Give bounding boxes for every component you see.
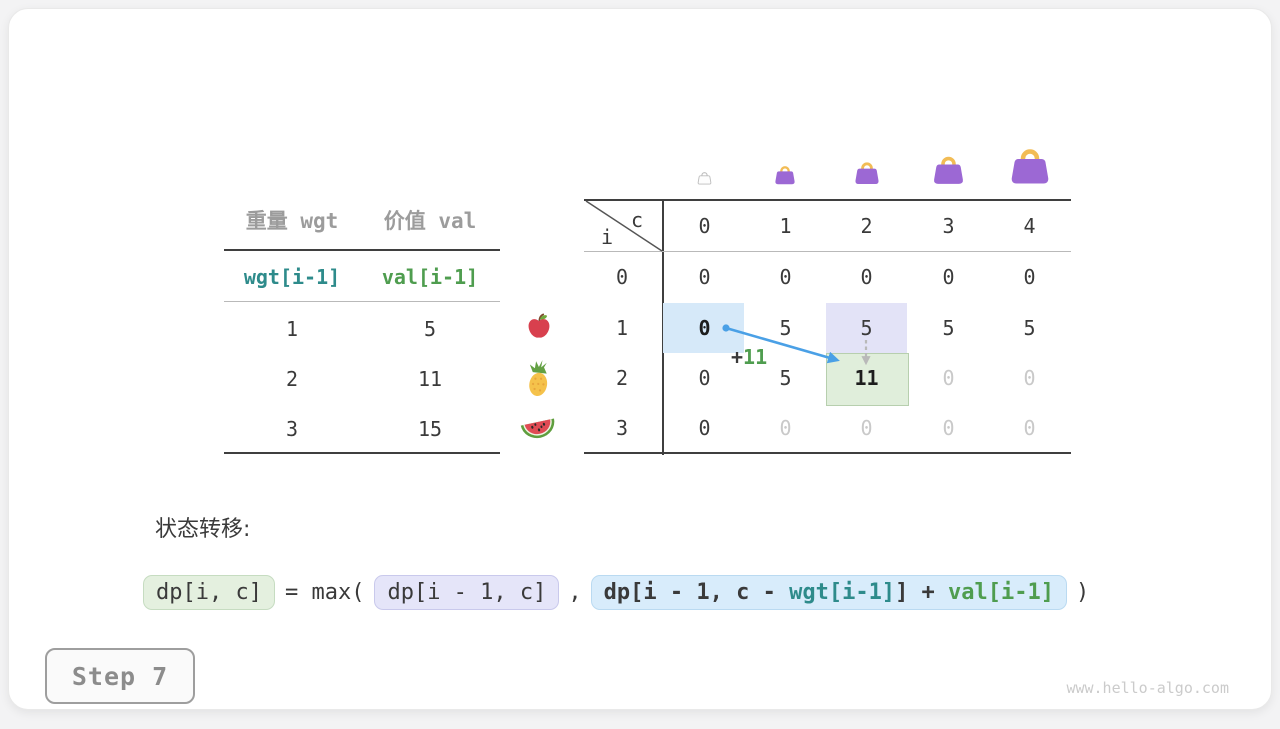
take-branch-prefix: dp[i - 1, c - xyxy=(603,579,790,605)
take-branch-val-term: val[i-1] xyxy=(948,579,1055,605)
dp-row-label-1: 1 xyxy=(615,316,629,340)
dp-cell-pending: 0 xyxy=(1023,366,1036,390)
item-wgt-1: 1 xyxy=(285,317,299,341)
transition-title: 状态转移: xyxy=(155,517,251,542)
dp-cell: 5 xyxy=(779,316,792,340)
item-table-header-weight: 重量 wgt xyxy=(245,209,339,233)
dp-table-bottom-rule xyxy=(584,452,1071,454)
bag-icon-medium xyxy=(854,161,880,185)
dp-cell: 0 xyxy=(698,366,711,390)
dp-cell: 5 xyxy=(1023,316,1036,340)
dp-cell-pending: 0 xyxy=(860,416,873,440)
dp-cell-pending: 0 xyxy=(1023,416,1036,440)
bag-icon-large xyxy=(932,155,965,185)
take-branch-middle: ] + xyxy=(895,579,949,605)
dp-cell-pending: 0 xyxy=(942,366,955,390)
item-val-1: 5 xyxy=(423,317,437,341)
item-wgt-2: 2 xyxy=(285,367,299,391)
bag-outline-icon xyxy=(697,171,712,185)
step-badge: Step 7 xyxy=(45,648,195,704)
apple-icon xyxy=(524,312,554,342)
figure-card: 重量 wgt 价值 val wgt[i-1] val[i-1] 1 5 2 11… xyxy=(8,8,1272,710)
dp-col-label-4: 4 xyxy=(1023,214,1036,238)
gain-value: 11 xyxy=(743,345,768,369)
step-badge-label: Step 7 xyxy=(71,661,169,691)
site-watermark: www.hello-algo.com xyxy=(1066,679,1229,697)
pineapple-icon xyxy=(523,359,557,400)
watermelon-icon xyxy=(518,411,558,445)
formula-lhs-box: dp[i, c] xyxy=(143,574,275,610)
dp-cell-pending: 0 xyxy=(942,416,955,440)
plus-sign: + xyxy=(731,345,744,369)
dp-cell-source: 0 xyxy=(698,316,711,340)
dp-cell-pending: 0 xyxy=(779,416,792,440)
dp-col-label-3: 3 xyxy=(942,214,955,238)
item-table-subheader-wgt: wgt[i-1] xyxy=(243,265,341,289)
item-val-2: 11 xyxy=(417,367,443,391)
dp-cell: 0 xyxy=(779,265,792,289)
dp-col-label-1: 1 xyxy=(779,214,792,238)
dp-row-label-2: 2 xyxy=(615,366,629,390)
item-table-bottom-rule xyxy=(224,452,500,454)
formula-comma: , xyxy=(568,579,582,605)
bag-icon-small xyxy=(774,165,796,185)
dp-cell: 0 xyxy=(1023,265,1036,289)
item-table-header-value: 价值 val xyxy=(383,209,477,233)
formula-close-paren: ) xyxy=(1076,579,1090,605)
bag-icon-xlarge xyxy=(1009,147,1051,185)
dp-cell-current: 11 xyxy=(854,366,879,390)
take-branch-wgt-term: wgt[i-1] xyxy=(789,579,896,605)
transition-formula: dp[i, c] = max( dp[i - 1, c] , dp[i - 1,… xyxy=(143,570,1089,614)
dp-row-label-0: 0 xyxy=(615,265,629,289)
dp-row-label-3: 3 xyxy=(615,416,629,440)
dp-cell-above: 5 xyxy=(860,316,873,340)
dp-cell: 5 xyxy=(942,316,955,340)
dp-table-top-rule xyxy=(584,199,1071,201)
item-table-subheader-val: val[i-1] xyxy=(381,265,479,289)
dp-col-label-2: 2 xyxy=(860,214,873,238)
item-table-mid-rule xyxy=(224,301,500,302)
formula-keep-branch-box: dp[i - 1, c] xyxy=(374,574,560,610)
dp-cell: 0 xyxy=(698,265,711,289)
dp-col-label-0: 0 xyxy=(698,214,711,238)
dp-cell: 0 xyxy=(860,265,873,289)
transition-gain-label: +11 xyxy=(731,345,767,369)
dp-corner-col-var: c xyxy=(630,208,644,232)
item-table-top-rule xyxy=(224,249,500,251)
dp-cell: 0 xyxy=(698,416,711,440)
item-wgt-3: 3 xyxy=(285,417,299,441)
formula-take-branch-box: dp[i - 1, c - wgt[i-1]] + val[i-1] xyxy=(590,574,1068,610)
dp-corner-row-var: i xyxy=(600,225,614,249)
formula-equals-max: = max( xyxy=(284,579,365,605)
dp-cell: 5 xyxy=(779,366,792,390)
dp-table-header-rule xyxy=(584,251,1071,252)
dp-cell: 0 xyxy=(942,265,955,289)
item-val-3: 15 xyxy=(417,417,443,441)
